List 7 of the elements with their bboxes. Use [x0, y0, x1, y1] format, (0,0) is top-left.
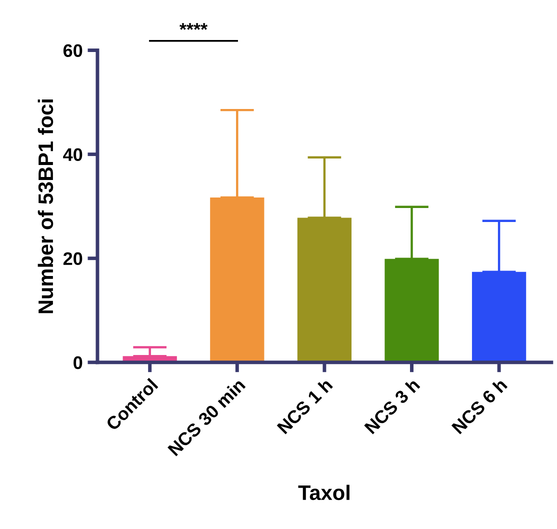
text: **** [180, 23, 208, 30]
y-tick-label: 40 [63, 148, 82, 162]
x-axis-title: Taxol [298, 484, 350, 500]
y-axis-title: Number of 53BP1 foci [38, 100, 54, 314]
y-tick-label: 0 [74, 356, 82, 370]
y-tick-label: 60 [63, 44, 82, 57]
y-tick-label: 20 [63, 252, 82, 266]
